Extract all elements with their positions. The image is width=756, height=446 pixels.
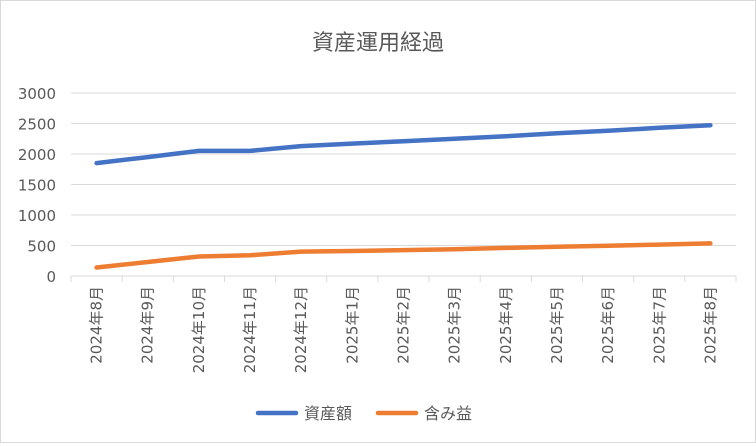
y-tick-label: 2000 xyxy=(18,146,56,164)
y-tick-labels: 0 500 1000 1500 2000 2500 3000 xyxy=(18,85,56,286)
x-tick-label: 2025年3月 xyxy=(446,286,464,364)
x-tick-label: 2024年12月 xyxy=(292,286,310,373)
x-tick-label: 2024年9月 xyxy=(139,286,157,364)
y-tick-label: 3000 xyxy=(18,85,56,103)
series-line-1 xyxy=(94,241,713,270)
x-tick-label: 2025年4月 xyxy=(497,286,515,364)
y-tick-label: 2500 xyxy=(18,116,56,134)
x-tick-label: 2025年2月 xyxy=(395,286,413,364)
x-tick-label: 2024年10月 xyxy=(190,286,208,373)
x-tick-labels: 2024年8月 2024年9月 2024年10月 2024年11月 2024年12月 20… xyxy=(88,286,720,373)
x-tick-label: 2025年6月 xyxy=(599,286,617,364)
legend: 資産額 含み益 xyxy=(255,404,472,423)
chart-title: 資産運用経過 xyxy=(312,31,444,56)
y-tick-label: 500 xyxy=(27,238,56,256)
series-line-0 xyxy=(94,123,713,166)
series-lines xyxy=(94,123,713,270)
y-tick-label: 0 xyxy=(46,268,56,286)
x-tick-label: 2025年8月 xyxy=(701,286,719,364)
axes xyxy=(70,275,737,282)
x-tick-label: 2024年8月 xyxy=(88,286,106,364)
gridlines xyxy=(71,92,736,246)
x-tick-label: 2024年11月 xyxy=(241,286,259,373)
x-tick-label: 2025年7月 xyxy=(650,286,668,364)
legend-label: 資産額 xyxy=(304,404,352,423)
x-tick-label: 2025年1月 xyxy=(343,286,361,364)
y-tick-label: 1500 xyxy=(18,177,56,195)
x-tick-label: 2025年5月 xyxy=(548,286,566,364)
legend-label: 含み益 xyxy=(424,404,472,423)
y-tick-label: 1000 xyxy=(18,207,56,225)
